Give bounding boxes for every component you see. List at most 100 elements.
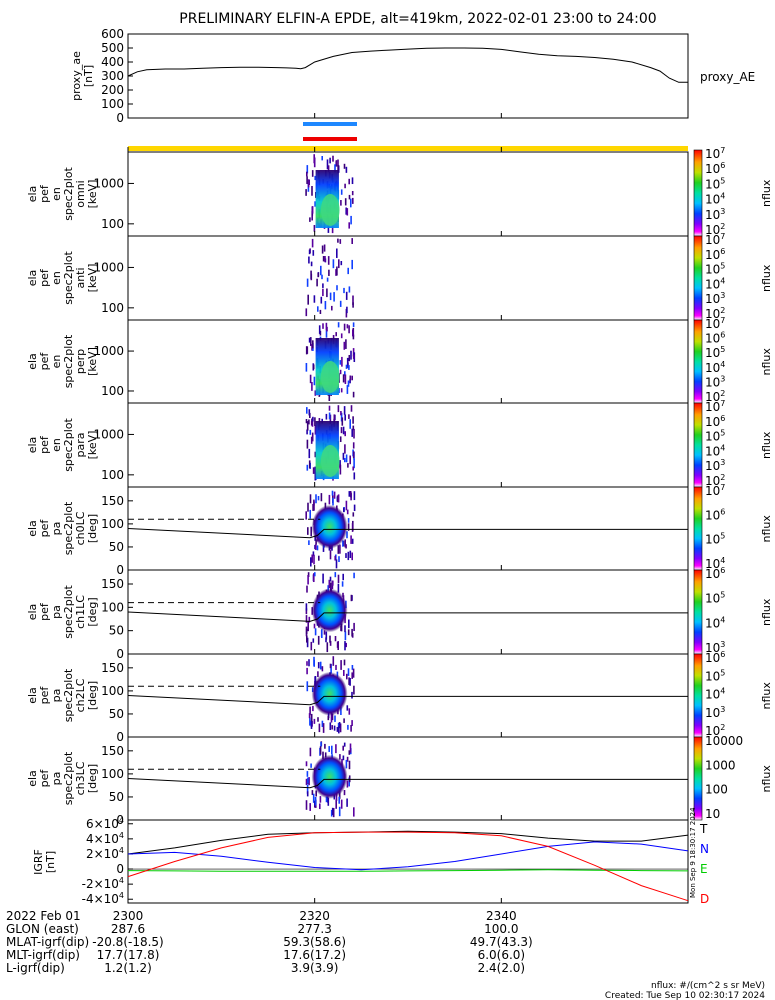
spec-pixel <box>305 346 308 355</box>
panel-ylabel-line: ch0LC <box>74 511 87 545</box>
spec-pixel <box>350 215 352 225</box>
spec-pixel <box>333 414 336 421</box>
footer-row-label: L-igrf(dip) <box>6 961 65 975</box>
spec-pixel <box>342 592 344 597</box>
colorbar-label: nflux <box>760 179 773 207</box>
spec-pixel <box>329 550 332 560</box>
colorbar <box>693 736 703 821</box>
panel-ylabel-line: omni <box>74 180 87 207</box>
igrf-legend-T: T <box>699 822 708 836</box>
colorbar-label: nflux <box>760 431 773 459</box>
spec-pixel <box>307 183 310 192</box>
pa-ytick-label: 150 <box>101 577 124 591</box>
panel-ylabel: ela pef pa spec2plot ch1LC [deg] <box>26 585 99 639</box>
spec-pixel <box>349 743 352 753</box>
spec-pixel <box>348 708 351 715</box>
spec-pixel <box>340 623 343 632</box>
spec-pixel <box>312 551 315 557</box>
spec-pixel <box>343 287 345 294</box>
colorbar-tick-label: 106 <box>705 247 725 262</box>
spec-pixel <box>321 720 324 727</box>
spec-pixel <box>340 200 342 206</box>
igrf-ytick-label: 2×104 <box>86 846 124 861</box>
spec-pixel <box>346 756 349 762</box>
pa-ytick-label: 100 <box>101 517 124 531</box>
spec-pixel <box>348 760 351 770</box>
pa-ytick-label: 150 <box>101 744 124 758</box>
blue-indicator-bar <box>303 122 357 126</box>
igrf-series-D <box>127 831 689 902</box>
panel-ylabel: ela pef pa spec2plot ch0LC [deg] <box>26 501 99 555</box>
panel-frame <box>127 151 689 237</box>
spec-pixel <box>305 615 308 623</box>
panel-ylabel-line: spec2plot <box>62 167 75 221</box>
spec-pixel <box>318 723 321 733</box>
spec-pixel <box>312 467 315 474</box>
panel-ylabel-line: pa <box>50 522 63 536</box>
spec-pixel <box>330 582 332 592</box>
panel-ylabel-line: [keV] <box>86 264 99 293</box>
pa-ytick-label: 100 <box>101 600 124 614</box>
spec-pixel <box>353 685 355 695</box>
spec-pixel <box>327 715 330 721</box>
spec-pixel <box>351 552 353 561</box>
spec-pixel <box>338 259 340 269</box>
pa-ytick-label: 150 <box>101 661 124 675</box>
spec-pixel <box>352 354 355 359</box>
spec-pixel <box>351 665 354 670</box>
spec-pixel <box>319 746 322 755</box>
spec-pixel <box>348 222 350 229</box>
spec-pixel <box>310 270 312 280</box>
spec-pixel <box>352 295 354 306</box>
spec-pixel <box>339 754 341 760</box>
spec-pixel <box>310 261 313 267</box>
spec-pixel <box>324 301 327 310</box>
pa-enhancement <box>311 671 348 716</box>
spec-pixel <box>352 334 355 340</box>
spec-pixel <box>349 455 351 465</box>
spec-pixel <box>306 585 308 593</box>
spec-pixel <box>346 306 348 314</box>
spec-pixel <box>313 376 316 386</box>
spec-core <box>320 445 340 477</box>
spec-pixel <box>345 207 347 215</box>
spec-pixel <box>312 793 315 803</box>
spec-pixel <box>343 659 346 666</box>
spec-pixel <box>317 635 320 645</box>
spec-pixel <box>349 419 351 429</box>
footer-row-value: 2.4(2.0) <box>478 961 526 975</box>
colorbar-tick-label: 104 <box>705 443 725 458</box>
spec-pixel <box>308 616 311 623</box>
spec-pixel <box>345 553 347 558</box>
colorbar-tick-label: 104 <box>705 360 725 375</box>
spec-pixel <box>307 527 309 535</box>
panel-ylabel-line: ch2LC <box>74 678 87 712</box>
panel-ylabel-line: en <box>50 271 63 285</box>
spec-pixel <box>340 412 343 422</box>
spec-pixel <box>351 259 353 270</box>
spec-pixel <box>328 391 331 401</box>
pa-ytick-label: 50 <box>109 707 124 721</box>
spec-pixel <box>350 405 353 412</box>
spec-pixel <box>353 622 355 632</box>
loss-cone-line <box>127 611 688 622</box>
spec-pixel <box>312 504 314 511</box>
igrf-legend-E: E <box>700 862 708 876</box>
spec-pixel <box>310 436 313 444</box>
loss-cone-line <box>127 778 688 789</box>
panel-ylabel-line: pef <box>38 352 51 371</box>
spec-pixel <box>343 163 346 169</box>
spec-pixel <box>321 245 324 254</box>
spec-pixel <box>317 717 319 722</box>
spec-pixel <box>346 531 348 539</box>
panel-ylabel-line: anti <box>74 267 87 288</box>
footer-row-value: 59.3(58.6) <box>283 935 346 949</box>
spec-pixel <box>351 523 354 532</box>
igrf-series-T <box>127 830 689 855</box>
colorbar-tick-label: 103 <box>705 207 725 222</box>
spec-pixel <box>317 306 319 312</box>
spec-pixel <box>325 796 328 803</box>
